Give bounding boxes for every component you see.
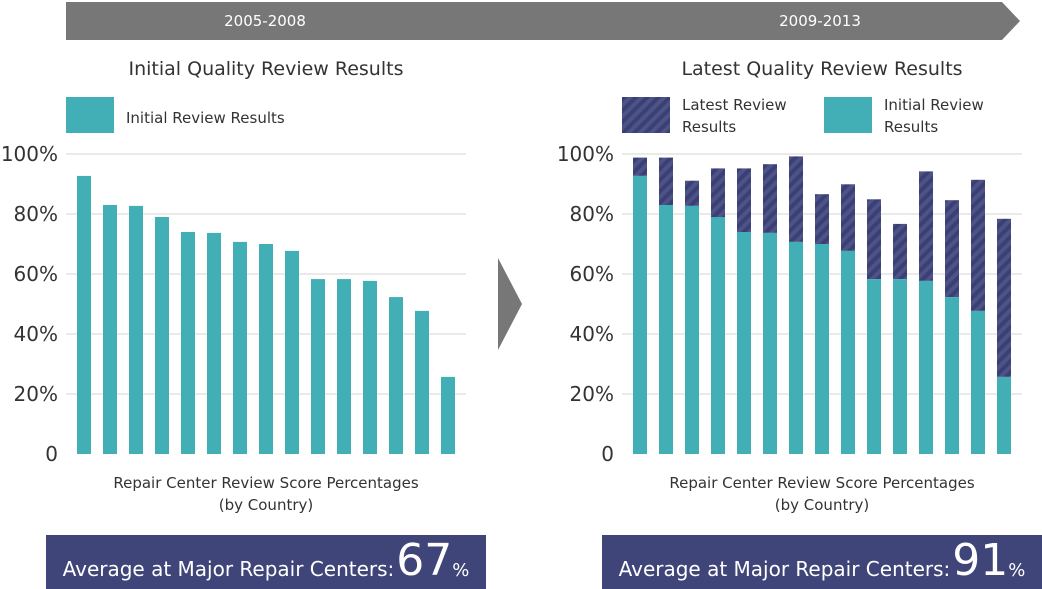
bar-initial [285, 250, 299, 454]
bar-initial [415, 310, 429, 454]
legend-label-initial: Initial Review Results [126, 109, 285, 127]
bar-initial [997, 376, 1011, 454]
avg-unit: % [1008, 560, 1026, 581]
avg-label: Average at Major Repair Centers: [62, 557, 395, 581]
bar-initial [233, 241, 247, 454]
bar-initial [867, 279, 881, 454]
y-tick-label: 0 [45, 442, 58, 466]
left-x-axis-label: Repair Center Review Score Percentages (b… [56, 472, 476, 516]
legend-swatch-latest [622, 97, 670, 133]
bar-latest [867, 199, 881, 280]
bar-initial [737, 232, 751, 454]
legend-swatch-initial [66, 97, 114, 133]
legend-label-latest: Latest Review Results [682, 94, 787, 138]
bar-initial [659, 205, 673, 454]
bar-initial [389, 297, 403, 454]
bar-latest [893, 223, 907, 280]
y-tick-label: 100% [1, 142, 58, 166]
bar-latest [815, 194, 829, 244]
y-tick-label: 60% [14, 262, 58, 286]
avg-value: 91 [952, 535, 1009, 586]
legend-swatch-initial-right [824, 97, 872, 133]
right-chart: 0 20% 40% 60% 80% 100% [557, 142, 1022, 466]
legend-label-latest-line2: Results [682, 118, 737, 136]
left-chart: 0 20% 40% 60% 80% 100% [1, 142, 466, 466]
legend-label-initial-line2: Results [884, 118, 939, 136]
legend-label-initial-right: Initial Review Results [884, 94, 984, 138]
y-tick-label: 80% [570, 202, 614, 226]
bar-latest [919, 171, 933, 281]
bar-initial [77, 175, 91, 454]
bar-initial [763, 232, 777, 454]
left-average-box: Average at Major Repair Centers: 67% [46, 535, 486, 589]
avg-unit: % [452, 560, 470, 581]
arrow-right-icon [498, 258, 522, 350]
bar-latest [737, 168, 751, 232]
bar-initial [259, 244, 273, 454]
bar-initial [789, 241, 803, 454]
legend-label-initial-line1: Initial Review [884, 96, 984, 114]
x-label-line1: Repair Center Review Score Percentages [669, 474, 975, 492]
period-left: 2005-2008 [224, 12, 306, 30]
bar-initial [337, 279, 351, 454]
bar-initial [815, 244, 829, 454]
bar-latest [841, 184, 855, 251]
bar-latest [763, 164, 777, 233]
bar-latest [789, 156, 803, 242]
right-average-box: Average at Major Repair Centers: 91% [602, 535, 1042, 589]
bar-initial [971, 310, 985, 454]
bar-initial [207, 232, 221, 454]
x-label-line2: (by Country) [218, 496, 314, 514]
bar-initial [841, 250, 855, 454]
bar-latest [945, 200, 959, 298]
bar-initial [633, 175, 647, 454]
y-tick-label: 0 [601, 442, 614, 466]
y-tick-label: 60% [570, 262, 614, 286]
bar-initial [945, 297, 959, 454]
bar-latest [633, 157, 647, 176]
bar-initial [919, 280, 933, 454]
bar-latest [685, 180, 699, 206]
bar-initial [711, 217, 725, 454]
period-right: 2009-2013 [779, 12, 861, 30]
right-x-axis-label: Repair Center Review Score Percentages (b… [612, 472, 1032, 516]
x-label-line2: (by Country) [774, 496, 870, 514]
bar-initial [441, 376, 455, 454]
bar-initial [155, 217, 169, 454]
bar-initial [103, 205, 117, 454]
avg-value: 67 [396, 535, 453, 586]
bar-initial [311, 279, 325, 454]
legend-label-latest-line1: Latest Review [682, 96, 787, 114]
y-tick-label: 20% [14, 382, 58, 406]
timeline-banner [66, 2, 1020, 40]
y-tick-label: 20% [570, 382, 614, 406]
avg-label: Average at Major Repair Centers: [618, 557, 951, 581]
y-tick-label: 40% [14, 322, 58, 346]
y-tick-label: 100% [557, 142, 614, 166]
bar-latest [659, 157, 673, 205]
y-tick-label: 40% [570, 322, 614, 346]
bar-initial [181, 232, 195, 454]
bar-initial [685, 205, 699, 454]
bar-initial [893, 279, 907, 454]
right-chart-title: Latest Quality Review Results [681, 58, 963, 80]
left-chart-title: Initial Quality Review Results [128, 58, 404, 80]
bar-latest [711, 168, 725, 217]
bar-initial [129, 205, 143, 454]
bar-latest [997, 218, 1011, 377]
bar-latest [971, 179, 985, 311]
y-tick-label: 80% [14, 202, 58, 226]
x-label-line1: Repair Center Review Score Percentages [113, 474, 419, 492]
bar-initial [363, 280, 377, 454]
